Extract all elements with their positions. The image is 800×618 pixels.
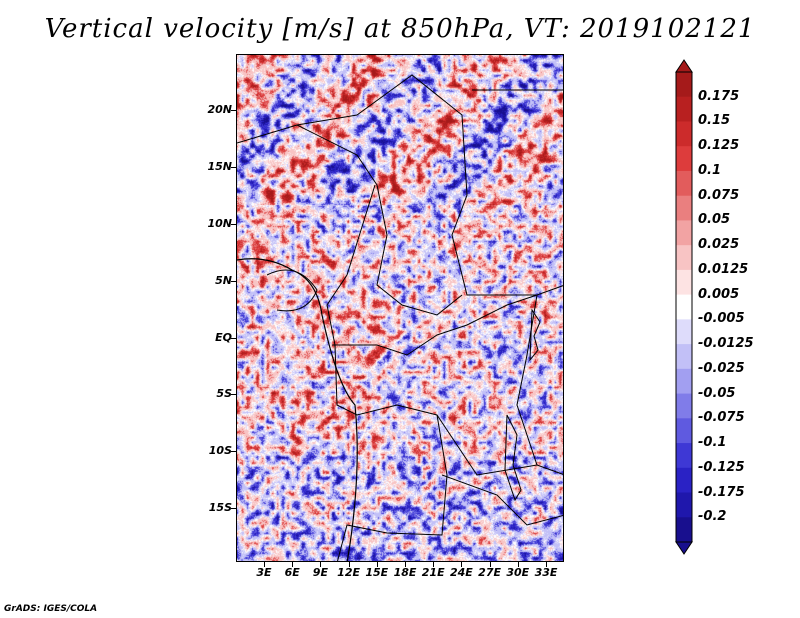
lon-tick	[348, 562, 350, 567]
colorbar-label: -0.1	[698, 435, 727, 451]
lat-tick	[231, 224, 236, 225]
lon-tick-label: 18E	[393, 566, 417, 579]
lat-tick-label: 15S	[208, 501, 232, 514]
lat-tick-label: 5N	[215, 274, 232, 287]
colorbar-swatch	[676, 319, 692, 345]
colorbar-swatch	[676, 121, 692, 147]
colorbar-label: -0.125	[698, 459, 745, 475]
colorbar-label: -0.175	[698, 484, 745, 500]
lon-tick	[320, 562, 322, 567]
lon-tick-label: 24E	[449, 566, 473, 579]
colorbar-swatch	[676, 245, 692, 271]
border-line	[332, 294, 538, 356]
colorbar-swatch	[676, 195, 692, 221]
map-panel	[236, 54, 564, 562]
colorbar-label: 0.1	[698, 162, 722, 178]
colorbar-label: 0.125	[698, 138, 740, 154]
colorbar-swatch	[676, 393, 692, 419]
border-line	[337, 414, 448, 561]
lon-tick	[264, 562, 265, 567]
colorbar-label: -0.2	[698, 509, 727, 525]
lon-tick	[376, 562, 378, 567]
colorbar-swatch	[676, 170, 692, 197]
lon-tick-label: 3E	[256, 566, 272, 579]
colorbar-label: 0.005	[698, 286, 740, 302]
lat-tick-label: 10S	[208, 444, 232, 457]
colorbar-label: 0.15	[698, 113, 731, 129]
border-line	[516, 294, 538, 466]
colorbar-label: 0.05	[698, 212, 731, 228]
lon-tick	[433, 562, 435, 567]
border-line	[441, 474, 563, 526]
lon-tick-label: 12E	[337, 566, 360, 579]
lon-tick	[489, 562, 491, 567]
border-line	[266, 269, 318, 312]
lon-tick-label: 15E	[365, 566, 389, 579]
lake-outline	[529, 308, 541, 362]
colorbar-swatch	[676, 96, 692, 122]
colorbar-swatch	[676, 344, 692, 370]
colorbar-swatch	[676, 146, 692, 172]
lat-tick	[231, 281, 236, 282]
lon-tick-label: 30E	[506, 566, 530, 579]
colorbar-upper-arrow	[675, 59, 693, 73]
lon-tick-label: 27E	[478, 566, 501, 579]
lat-tick-label: 10N	[207, 217, 232, 230]
vertical-velocity-field	[237, 55, 563, 561]
border-line	[237, 74, 563, 296]
colorbar	[675, 59, 693, 555]
lon-tick-label: 33E	[534, 566, 558, 579]
lake-outline	[504, 414, 522, 502]
colorbar-label: 0.175	[698, 88, 740, 104]
lat-tick-label: 15N	[207, 160, 232, 173]
colorbar-label: -0.025	[698, 360, 745, 376]
colorbar-swatch	[676, 368, 692, 395]
colorbar-swatch	[676, 517, 692, 543]
colorbar-label: -0.0125	[698, 336, 754, 352]
lon-tick	[546, 562, 547, 567]
colorbar-swatch	[676, 418, 692, 444]
lat-tick-label: EQ	[215, 331, 232, 344]
lon-tick	[517, 562, 519, 567]
colorbar-swatch	[676, 220, 692, 246]
lat-tick	[231, 338, 236, 339]
lat-tick-label: 20N	[207, 103, 232, 116]
lon-tick-label: 21E	[421, 566, 445, 579]
colorbar-swatch	[676, 467, 692, 494]
grads-credit: GrADS: IGES/COLA	[4, 604, 98, 614]
lon-tick	[461, 562, 463, 567]
colorbar-swatch	[676, 492, 692, 518]
lat-tick	[231, 110, 236, 111]
lon-tick	[292, 562, 294, 567]
lat-tick	[231, 167, 236, 168]
lat-tick	[231, 394, 236, 395]
lon-tick-label: 6E	[284, 566, 300, 579]
lat-tick	[231, 508, 236, 509]
lon-tick	[405, 562, 406, 567]
colorbar-swatch	[676, 294, 692, 320]
colorbar-label: 0.025	[698, 237, 740, 253]
border-line	[326, 184, 563, 476]
colorbar-swatch	[676, 72, 692, 98]
country-borders	[237, 74, 563, 561]
colorbar-lower-arrow	[675, 541, 693, 555]
colorbar-label: 0.075	[698, 187, 740, 203]
colorbar-label: -0.005	[698, 311, 745, 327]
colorbar-outline	[675, 71, 693, 543]
coastline	[237, 258, 358, 561]
colorbar-label: 0.0125	[698, 261, 749, 277]
lat-tick-label: 5S	[216, 387, 232, 400]
colorbar-label: -0.075	[698, 410, 745, 426]
lon-tick-label: 9E	[312, 566, 328, 579]
chart-title: Vertical velocity [m/s] at 850hPa, VT: 2…	[44, 14, 756, 44]
lat-tick	[231, 451, 236, 452]
border-line	[296, 124, 463, 316]
colorbar-swatch	[676, 443, 692, 469]
colorbar-swatch	[676, 269, 692, 296]
colorbar-label: -0.05	[698, 385, 736, 401]
